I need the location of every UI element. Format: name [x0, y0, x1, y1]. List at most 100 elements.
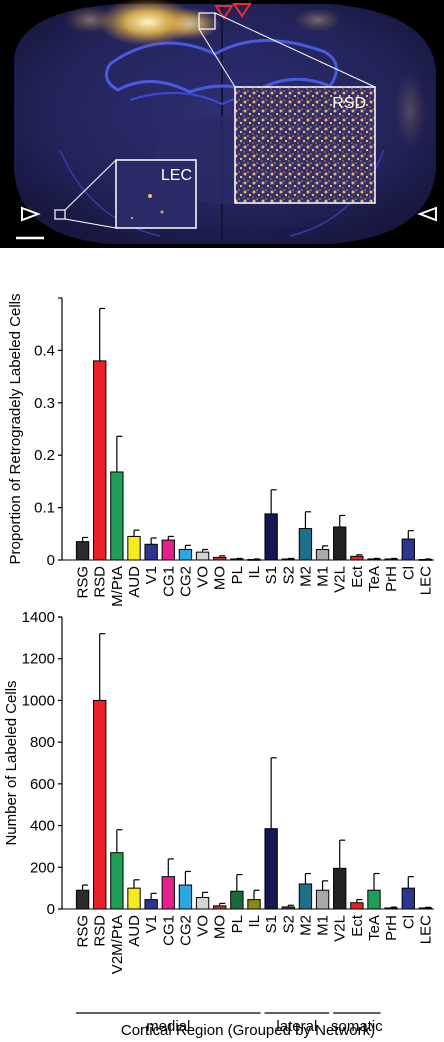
y-axis-label: Proportion of Retrogradely Labeled Cells	[7, 294, 24, 565]
x-tick-label: LEC	[417, 566, 434, 595]
bar	[195, 551, 210, 561]
y-tick-label: 0.3	[34, 395, 55, 412]
y-axis-label: Number of Labeled Cells	[3, 680, 20, 845]
count-bar-chart: 0 200 400 600 800 1000 1200 1400 Number of Label…	[3, 609, 434, 1039]
x-tick-label: VO	[195, 915, 212, 937]
bar	[213, 556, 227, 561]
x-tick-label: M1	[315, 566, 332, 587]
y-tick-label: 0	[47, 901, 55, 918]
x-tick-label: Cl	[400, 915, 417, 929]
x-tick-label: Ect	[349, 914, 366, 937]
bar	[264, 513, 278, 561]
x-tick-label: MO	[212, 915, 229, 939]
x-tick-label: RSG	[75, 566, 92, 599]
bar	[281, 558, 295, 561]
y-tick-label: 0.2	[34, 447, 55, 464]
x-tick-label: LEC	[417, 915, 434, 944]
bar	[333, 526, 347, 561]
bar	[127, 887, 141, 910]
group-label: somatic	[331, 1018, 383, 1035]
bar	[127, 535, 141, 561]
bar	[350, 902, 364, 910]
bar	[384, 558, 398, 561]
y-tick-label: 0.1	[34, 500, 55, 517]
bar	[298, 883, 313, 910]
y-tick-label: 200	[30, 859, 55, 876]
x-tick-label: S1	[263, 566, 280, 584]
brain-micrograph: RSD LEC	[0, 0, 444, 248]
bar	[298, 528, 313, 561]
y-tick-label: 0	[47, 552, 55, 569]
bar	[178, 549, 193, 561]
bar	[401, 538, 415, 561]
proportion-bar-chart: 0 0.1 0.2 0.3 0.4 Proportion of Retrogradely …	[7, 294, 434, 607]
arrowhead-icon	[214, 5, 234, 20]
group-label: lateral	[276, 1018, 317, 1035]
y-tick-label: 1200	[22, 651, 55, 668]
x-tick-label: TeA	[366, 566, 383, 592]
x-tick-label: MO	[212, 566, 229, 590]
bar	[401, 887, 415, 910]
bar	[281, 906, 295, 910]
y-tick-label: 0.4	[34, 342, 55, 359]
x-tick-label: PL	[229, 915, 246, 933]
x-tick-label: V2M/PtA	[109, 566, 126, 606]
y-tick-label: 600	[30, 776, 55, 793]
x-tick-label: TeA	[366, 915, 383, 941]
bar	[418, 907, 433, 910]
bar	[75, 889, 90, 910]
x-tick-label: V2M/PtA	[109, 915, 126, 974]
x-tick-label: PrH	[383, 915, 400, 941]
arrowhead-icon	[232, 3, 252, 18]
bar	[350, 555, 364, 561]
x-tick-label: M2	[297, 566, 314, 587]
x-tick-label: S2	[280, 566, 297, 584]
bar	[230, 558, 244, 561]
bar	[178, 884, 193, 910]
x-tick-label: CG2	[177, 566, 194, 597]
bar	[161, 539, 175, 561]
bar	[367, 889, 381, 910]
x-tick-label: CG1	[160, 915, 177, 946]
x-tick-label: PrH	[383, 566, 400, 592]
inset-rsd-label: RSD	[332, 95, 366, 112]
group-label: medial	[146, 1018, 190, 1035]
bar	[418, 558, 433, 561]
bar	[195, 897, 210, 910]
bar	[367, 558, 381, 561]
bar	[110, 852, 124, 910]
x-tick-label: Cl	[400, 566, 417, 580]
x-tick-label: CG2	[177, 915, 194, 946]
arrowhead-icon	[21, 206, 41, 222]
x-tick-label: M1	[315, 915, 332, 936]
x-tick-label: IL	[246, 915, 263, 928]
x-tick-label: V1	[143, 566, 160, 584]
arrowhead-icon	[417, 206, 437, 222]
bar	[384, 907, 398, 910]
bar	[333, 867, 347, 910]
bar	[93, 699, 107, 910]
x-tick-label: V2L	[332, 566, 349, 593]
x-tick-label: S2	[280, 915, 297, 933]
x-tick-label: AUD	[126, 566, 143, 598]
bar	[93, 360, 107, 561]
x-tick-label: M2	[297, 915, 314, 936]
x-tick-label: Ect	[349, 565, 366, 588]
bar	[144, 543, 158, 561]
bar	[230, 890, 244, 910]
bar	[161, 876, 175, 910]
bar	[264, 828, 278, 910]
x-tick-label: AUD	[126, 915, 143, 947]
bar	[213, 905, 227, 910]
x-tick-label: RSD	[92, 915, 109, 947]
x-tick-label: CG1	[160, 566, 177, 597]
inset-lec	[115, 159, 197, 229]
x-tick-label: S1	[263, 915, 280, 933]
x-tick-label: V1	[143, 915, 160, 933]
x-tick-label: RSG	[75, 915, 92, 948]
x-tick-label: V2L	[332, 915, 349, 942]
x-tick-label: VO	[195, 566, 212, 588]
bar	[315, 889, 330, 910]
y-tick-label: 1400	[22, 609, 55, 626]
x-tick-label: IL	[246, 566, 263, 579]
